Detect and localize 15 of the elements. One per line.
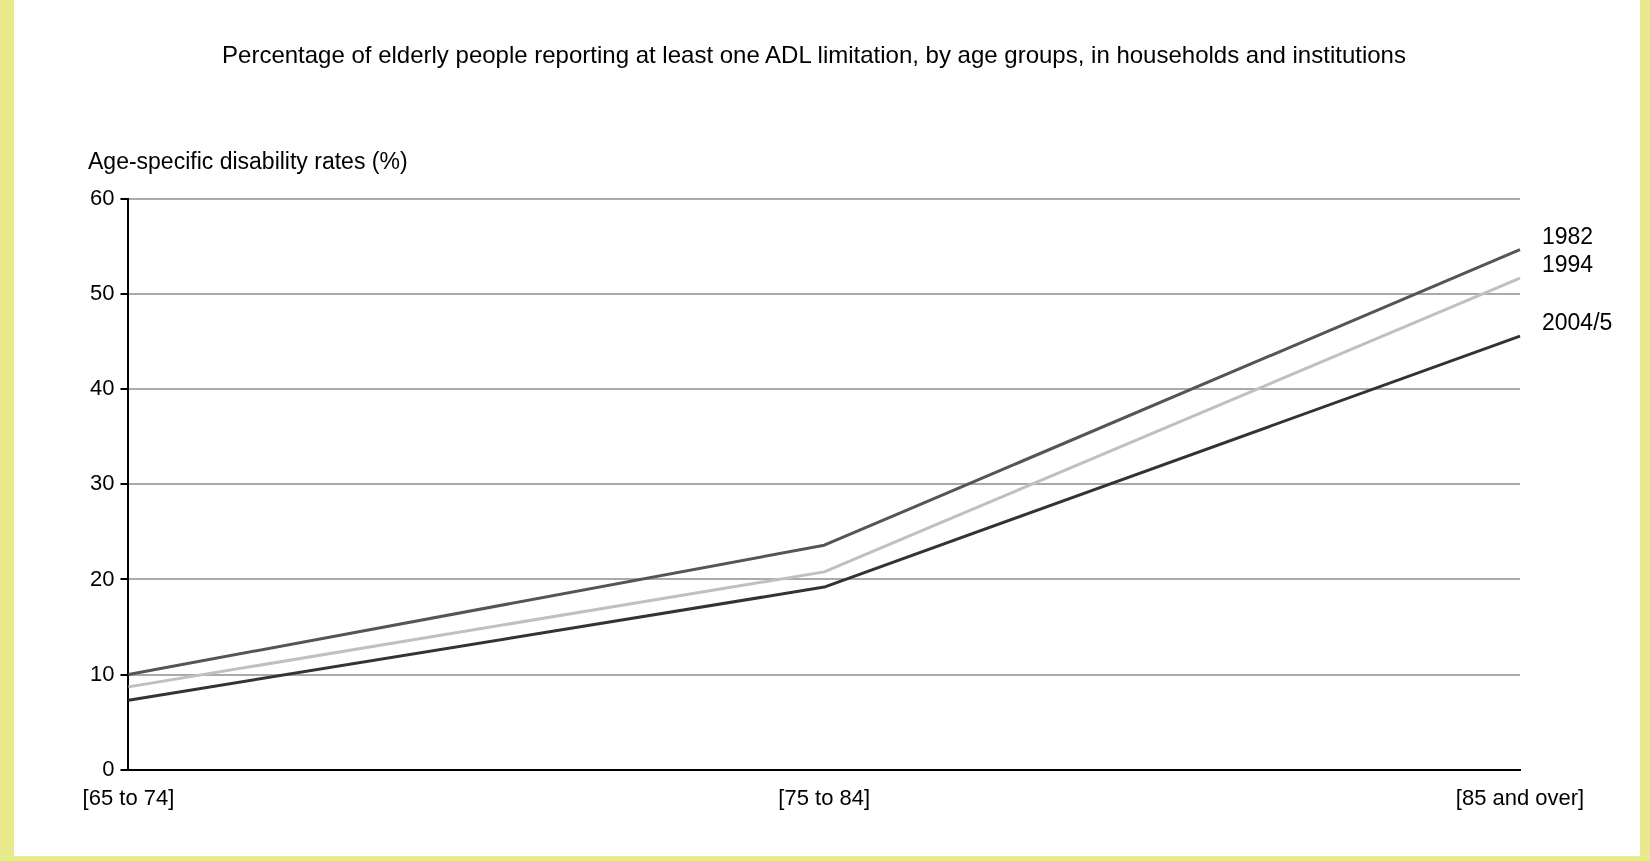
x-tick-label: [85 and over]: [1455, 784, 1585, 810]
series-label: 2004/5: [1542, 309, 1613, 336]
y-tick-label: 60: [89, 185, 115, 211]
y-tick-label: 10: [89, 660, 115, 686]
series-label: 1982: [1542, 222, 1594, 249]
y-tick-label: 40: [89, 375, 115, 401]
x-tick-label: [75 to 84]: [778, 784, 871, 810]
y-tick-label: 50: [89, 280, 115, 306]
chart-title: Percentage of elderly people reporting at least one ADL limitation, by age groups, in households and institutions: [221, 40, 1407, 70]
series-label: 1994: [1542, 251, 1594, 278]
y-axis-title: Age-specific disability rates (%): [88, 148, 408, 175]
y-tick-label: 0: [102, 755, 115, 781]
y-tick-label: 30: [89, 470, 115, 496]
x-tick-label: [65 to 74]: [82, 784, 175, 810]
y-tick-label: 20: [89, 565, 115, 591]
